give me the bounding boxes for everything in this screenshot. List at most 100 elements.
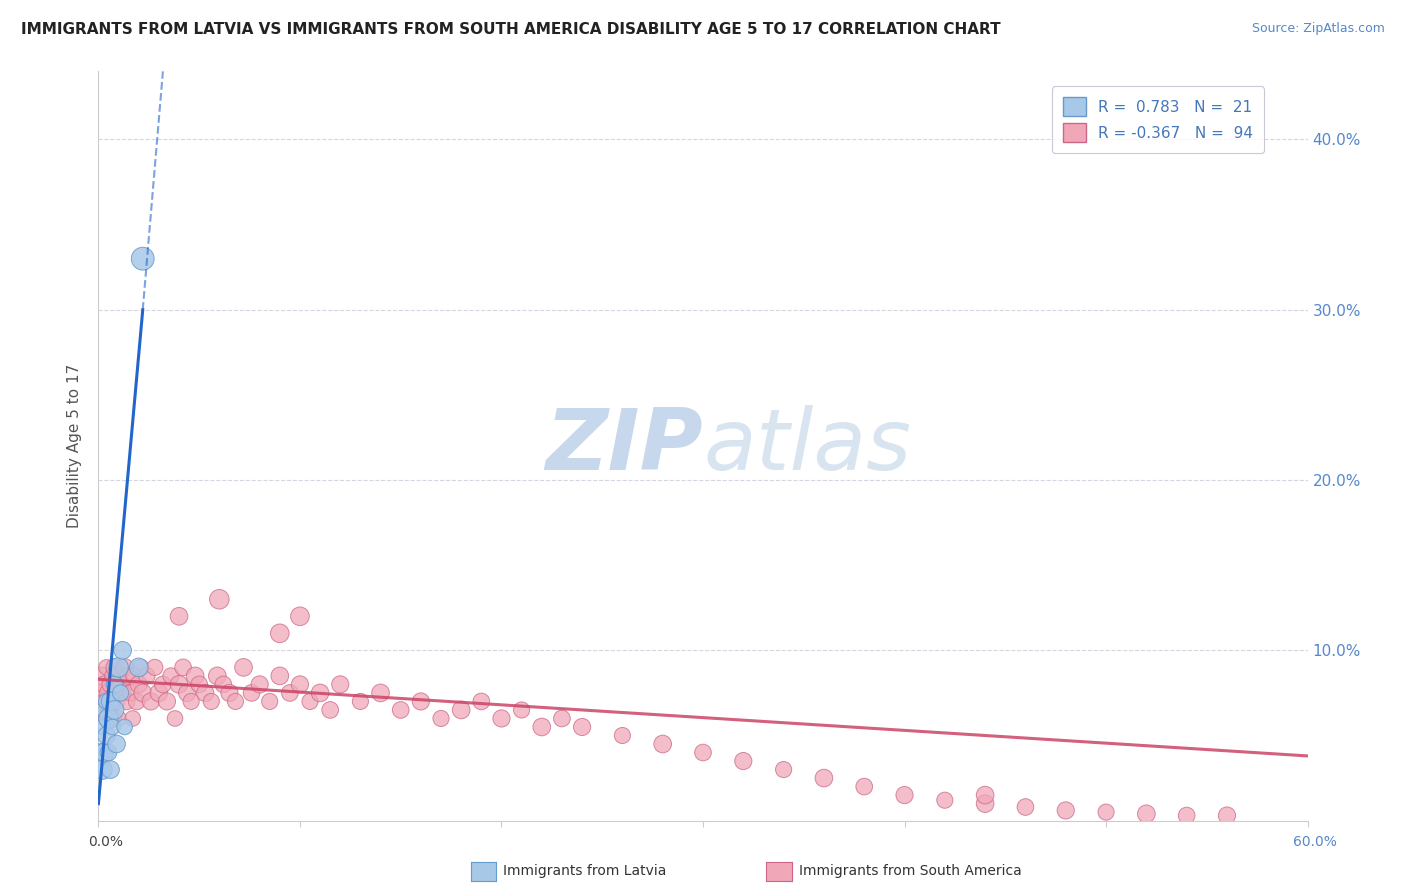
Point bbox=[111, 686, 134, 700]
Point bbox=[91, 669, 114, 683]
Point bbox=[91, 763, 114, 777]
Point bbox=[194, 686, 217, 700]
Point bbox=[103, 677, 125, 691]
Point bbox=[510, 703, 533, 717]
Point bbox=[208, 592, 231, 607]
Point bbox=[200, 694, 222, 708]
Point bbox=[152, 677, 174, 691]
Point bbox=[93, 694, 115, 708]
Point bbox=[612, 729, 634, 743]
Point bbox=[218, 686, 240, 700]
Point bbox=[96, 729, 118, 743]
Point bbox=[430, 711, 453, 725]
Point bbox=[111, 643, 134, 657]
Point bbox=[103, 703, 125, 717]
Point bbox=[91, 703, 114, 717]
Point bbox=[329, 677, 352, 691]
Point bbox=[163, 711, 186, 725]
Point bbox=[100, 763, 122, 777]
Point bbox=[100, 677, 122, 691]
Point bbox=[167, 609, 190, 624]
Point bbox=[125, 694, 148, 708]
Point bbox=[212, 677, 235, 691]
Point bbox=[91, 720, 114, 734]
Point bbox=[1216, 808, 1239, 822]
Point bbox=[813, 771, 835, 785]
Point bbox=[184, 669, 207, 683]
Point bbox=[124, 669, 146, 683]
Point bbox=[450, 703, 472, 717]
Point bbox=[160, 669, 183, 683]
Point bbox=[180, 694, 202, 708]
Point bbox=[551, 711, 574, 725]
Point bbox=[132, 686, 155, 700]
Point bbox=[409, 694, 432, 708]
Point bbox=[470, 694, 492, 708]
Point bbox=[288, 677, 311, 691]
Point bbox=[188, 677, 211, 691]
Point bbox=[571, 720, 593, 734]
Point bbox=[651, 737, 673, 751]
Point bbox=[114, 720, 136, 734]
Point bbox=[107, 660, 129, 674]
Point bbox=[103, 686, 125, 700]
Point bbox=[135, 669, 157, 683]
Point bbox=[309, 686, 332, 700]
Point bbox=[110, 686, 132, 700]
Point bbox=[96, 660, 118, 674]
Point bbox=[733, 754, 755, 768]
Y-axis label: Disability Age 5 to 17: Disability Age 5 to 17 bbox=[67, 364, 83, 528]
Point bbox=[115, 694, 138, 708]
Point bbox=[934, 793, 956, 807]
Point bbox=[120, 686, 142, 700]
Point bbox=[93, 746, 115, 760]
Point bbox=[100, 694, 122, 708]
Point bbox=[105, 737, 128, 751]
Point bbox=[101, 711, 124, 725]
Point bbox=[97, 686, 120, 700]
Point bbox=[288, 609, 311, 624]
Point bbox=[132, 252, 155, 266]
Point bbox=[232, 660, 254, 674]
Point bbox=[389, 703, 412, 717]
Point bbox=[269, 669, 291, 683]
Text: ZIP: ZIP bbox=[546, 404, 703, 488]
Point bbox=[103, 660, 125, 674]
Text: 60.0%: 60.0% bbox=[1292, 835, 1337, 848]
Point bbox=[93, 677, 115, 691]
Point bbox=[101, 669, 124, 683]
Point bbox=[240, 686, 263, 700]
Point bbox=[107, 669, 129, 683]
Point bbox=[118, 669, 141, 683]
Point bbox=[370, 686, 392, 700]
Point bbox=[128, 677, 150, 691]
Point bbox=[97, 711, 120, 725]
Point bbox=[96, 711, 118, 725]
Point bbox=[692, 746, 714, 760]
Point bbox=[97, 703, 120, 717]
Point bbox=[148, 686, 170, 700]
Text: 0.0%: 0.0% bbox=[89, 835, 122, 848]
Point bbox=[167, 677, 190, 691]
Point bbox=[156, 694, 179, 708]
Text: IMMIGRANTS FROM LATVIA VS IMMIGRANTS FROM SOUTH AMERICA DISABILITY AGE 5 TO 17 C: IMMIGRANTS FROM LATVIA VS IMMIGRANTS FRO… bbox=[21, 22, 1001, 37]
Legend: R =  0.783   N =  21, R = -0.367   N =  94: R = 0.783 N = 21, R = -0.367 N = 94 bbox=[1052, 87, 1264, 153]
Point bbox=[1054, 804, 1077, 818]
Point bbox=[129, 660, 152, 674]
Point bbox=[128, 660, 150, 674]
Point bbox=[89, 686, 111, 700]
Point bbox=[96, 694, 118, 708]
Point bbox=[1175, 808, 1198, 822]
Point bbox=[121, 711, 143, 725]
Point bbox=[530, 720, 553, 734]
Point bbox=[491, 711, 513, 725]
Point bbox=[1135, 806, 1157, 821]
Point bbox=[100, 694, 122, 708]
Point bbox=[853, 780, 876, 794]
Point bbox=[259, 694, 281, 708]
Point bbox=[278, 686, 301, 700]
Text: Immigrants from South America: Immigrants from South America bbox=[799, 864, 1021, 879]
Point bbox=[974, 788, 997, 802]
Point bbox=[107, 711, 129, 725]
Point bbox=[772, 763, 794, 777]
